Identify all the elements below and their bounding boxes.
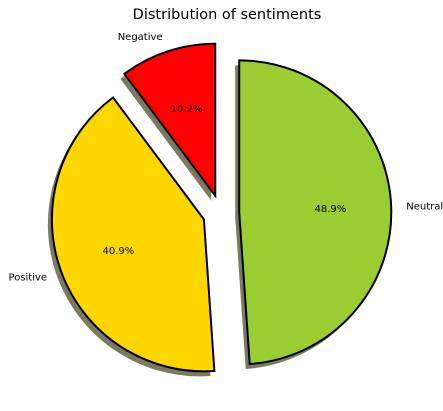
slice-percent-neutral: 48.9% — [315, 204, 347, 215]
slice-label-neutral: Neutral — [406, 202, 443, 213]
pie-slice-negative — [122, 42, 217, 199]
slice-label-negative: Negative — [118, 32, 163, 43]
labels-layer: Negative 10.2% Positive 40.9% Neutral 48.9% — [9, 32, 443, 284]
pie-slice-neutral — [238, 59, 393, 366]
pie-slice-positive — [50, 96, 216, 373]
slice-percent-negative: 10.2% — [171, 104, 203, 115]
slices-layer — [50, 42, 393, 373]
slice-percent-positive: 40.9% — [103, 246, 135, 257]
slice-label-positive: Positive — [9, 273, 48, 284]
chart-title: Distribution of sentiments — [133, 7, 322, 23]
